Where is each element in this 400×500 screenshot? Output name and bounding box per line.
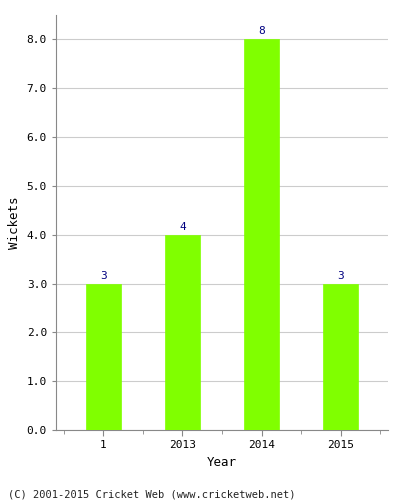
Bar [165, 234, 200, 430]
Text: 3: 3 [100, 270, 107, 280]
Text: 4: 4 [179, 222, 186, 232]
Bar [323, 284, 358, 430]
Bar [244, 40, 279, 430]
Text: 8: 8 [258, 26, 265, 36]
Bar [86, 284, 121, 430]
Text: 3: 3 [337, 270, 344, 280]
Y-axis label: Wickets: Wickets [8, 196, 21, 248]
Text: (C) 2001-2015 Cricket Web (www.cricketweb.net): (C) 2001-2015 Cricket Web (www.cricketwe… [8, 490, 296, 500]
X-axis label: Year: Year [207, 456, 237, 469]
